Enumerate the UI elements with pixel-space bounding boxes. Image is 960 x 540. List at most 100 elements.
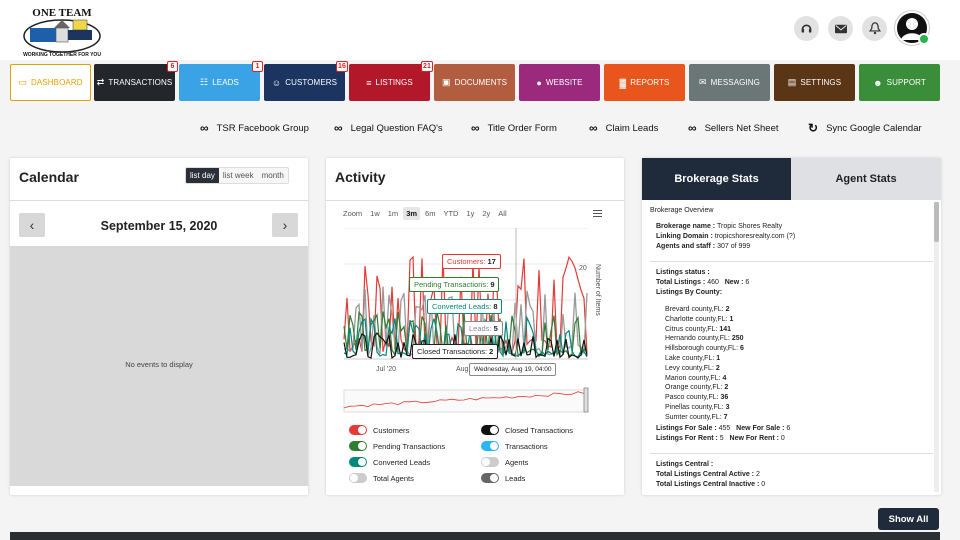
legend-toggle[interactable] <box>481 473 499 483</box>
chart-tooltip: Customers: 17 <box>442 254 501 269</box>
help-icon[interactable]: (?) <box>786 232 796 240</box>
central-label: Listings Central : <box>656 461 714 468</box>
zoom-6m[interactable]: 6m <box>425 209 436 218</box>
county-value: 1 <box>729 315 734 323</box>
county-name: Brevard county,FL: <box>665 306 724 313</box>
for-sale: 455 <box>718 425 731 432</box>
zoom-1m[interactable]: 1m <box>387 209 399 218</box>
legend-label: Converted Leads <box>373 457 431 467</box>
navigator-handle[interactable] <box>583 387 589 413</box>
nav-label: LEADS <box>212 78 239 87</box>
nav-label: MESSAGING <box>710 78 760 87</box>
legend-item[interactable]: Closed Transactions <box>481 425 573 435</box>
nav-transactions[interactable]: ⇄ TRANSACTIONS 6 <box>94 61 178 101</box>
zoom-1w[interactable]: 1w <box>370 209 380 218</box>
nav-reports[interactable]: ▓ REPORTS <box>604 64 685 101</box>
quick-link[interactable]: ∞ Legal Question FAQ's <box>334 121 443 135</box>
calendar-title: Calendar <box>19 169 79 185</box>
legend-item[interactable]: Total Agents <box>349 473 414 483</box>
tooltip-value: 8 <box>493 302 498 311</box>
headset-icon[interactable] <box>794 16 819 41</box>
view-month[interactable]: month <box>257 168 288 183</box>
menu-icon[interactable] <box>593 210 602 217</box>
nav-website[interactable]: ● WEBSITE <box>519 64 600 101</box>
legend-item[interactable]: Transactions <box>481 441 548 451</box>
nav-settings[interactable]: ▤ SETTINGS <box>774 64 855 101</box>
legend-toggle[interactable] <box>349 457 367 467</box>
calendar-view-switch: list day list week month <box>185 167 289 184</box>
quick-link[interactable]: ∞ Title Order Form <box>471 121 557 135</box>
user-avatar[interactable] <box>895 11 930 45</box>
brokerage-info: Brokerage name : Tropic Shores Realty Li… <box>656 222 795 251</box>
mail-icon[interactable] <box>828 16 853 41</box>
navigator[interactable] <box>343 389 589 413</box>
linking-domain: tropicshoresrealty.com <box>714 232 785 240</box>
tooltip-value: 17 <box>487 257 496 266</box>
nav-documents[interactable]: ▣ DOCUMENTS <box>434 64 515 101</box>
nav-messaging[interactable]: ✉ MESSAGING <box>689 64 770 101</box>
view-list-day[interactable]: list day <box>186 168 219 183</box>
quick-link-label: Title Order Form <box>487 122 557 134</box>
legend-item[interactable]: Customers <box>349 425 409 435</box>
nav-support[interactable]: ☻ SUPPORT <box>859 64 940 101</box>
legend-toggle[interactable] <box>481 457 499 467</box>
legend-toggle[interactable] <box>481 441 499 451</box>
legend-item[interactable]: Pending Transactions <box>349 441 445 451</box>
legend-item[interactable]: Converted Leads <box>349 457 430 467</box>
tab-agent-stats[interactable]: Agent Stats <box>791 158 941 200</box>
legend-label: Leads <box>505 473 526 483</box>
tab-brokerage-stats[interactable]: Brokerage Stats <box>642 158 791 200</box>
one-team-logo[interactable]: ONE TEAM WORKING TOGETHER FOR YOU <box>18 4 106 58</box>
user-plus-icon: ☻ <box>873 77 883 88</box>
nav-badge: 1 <box>252 61 263 72</box>
zoom-3m[interactable]: 3m <box>403 207 421 220</box>
brokerage-name-label: Brokerage name : <box>656 223 716 230</box>
county-row: Pinellas county,FL: 3 <box>665 403 744 413</box>
legend-toggle[interactable] <box>481 425 499 435</box>
legend-toggle[interactable] <box>349 473 367 483</box>
nav-customers[interactable]: ☺ CUSTOMERS 16 <box>264 61 348 101</box>
envelope-icon: ✉ <box>698 77 707 87</box>
show-all-button[interactable]: Show All <box>878 508 939 530</box>
nav-dashboard[interactable]: ▭ DASHBOARD <box>10 64 91 101</box>
stats-scrollbar[interactable] <box>934 202 939 492</box>
tooltip-value: 2 <box>489 347 494 356</box>
quick-link[interactable]: ↻ Sync Google Calendar <box>808 121 922 135</box>
legend-item[interactable]: Leads <box>481 473 525 483</box>
x-tick-label: Aug <box>456 366 469 373</box>
legend-toggle[interactable] <box>349 425 367 435</box>
legend-label: Transactions <box>505 441 548 451</box>
bell-icon[interactable] <box>862 16 887 41</box>
county-value: 7 <box>723 413 728 421</box>
quick-link[interactable]: ∞ Sellers Net Sheet <box>688 121 779 135</box>
tooltip-value: 5 <box>493 324 498 333</box>
view-list-week[interactable]: list week <box>218 168 258 183</box>
divider <box>650 453 933 454</box>
next-day-button[interactable]: › <box>272 213 298 237</box>
quick-link[interactable]: ∞ TSR Facebook Group <box>200 121 309 135</box>
nav-leads[interactable]: ☷ LEADS 1 <box>179 61 263 101</box>
prev-day-button[interactable]: ‹ <box>19 213 45 237</box>
link-icon: ∞ <box>471 121 480 135</box>
nav-label: WEBSITE <box>545 78 583 87</box>
nav-label: LISTINGS <box>375 78 413 87</box>
zoom-all[interactable]: All <box>498 209 507 218</box>
zoom-ytd[interactable]: YTD <box>443 209 459 218</box>
zoom-1y[interactable]: 1y <box>466 209 475 218</box>
quick-link-label: TSR Facebook Group <box>216 122 309 134</box>
brokerage-name: Tropic Shores Realty <box>716 223 783 230</box>
quick-link[interactable]: ∞ Claim Leads <box>589 121 658 135</box>
zoom-2y[interactable]: 2y <box>482 209 491 218</box>
tooltip-value: 9 <box>490 280 495 289</box>
nav-listings[interactable]: ≡ LISTINGS 21 <box>349 61 433 101</box>
legend-toggle[interactable] <box>349 441 367 451</box>
brand-tagline: WORKING TOGETHER FOR YOU <box>23 52 101 58</box>
legend-item[interactable]: Agents <box>481 457 528 467</box>
zoom-selector: Zoom 1w 1m 3m 6m YTD 1y 2y All <box>343 207 510 220</box>
county-row: Sumter county,FL: 7 <box>665 413 744 423</box>
nav-label: REPORTS <box>630 78 670 87</box>
agents-value: 307 of 999 <box>717 242 751 250</box>
quick-link-label: Sellers Net Sheet <box>704 122 779 134</box>
sale-rent-stats: Listings For Sale : 455 New For Sale : 6… <box>656 424 790 444</box>
activity-title: Activity <box>335 169 386 185</box>
